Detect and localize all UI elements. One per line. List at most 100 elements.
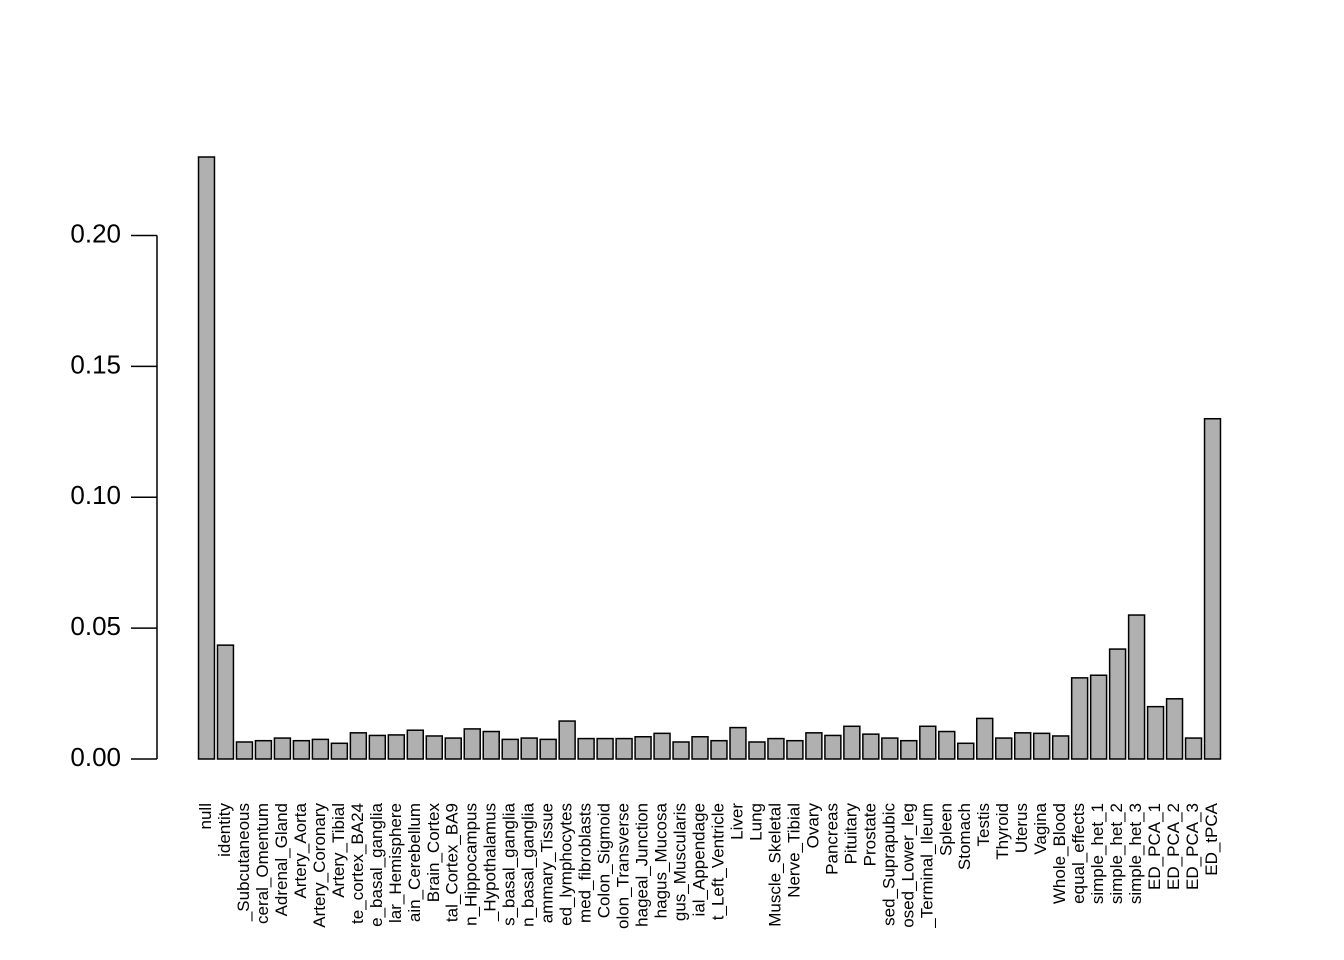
bar bbox=[482, 730, 500, 760]
x-tick-label: Prostate bbox=[860, 803, 879, 866]
bar bbox=[994, 737, 1013, 760]
bar bbox=[558, 720, 576, 760]
bar bbox=[387, 734, 406, 760]
bar bbox=[1165, 698, 1184, 760]
x-tick-label: simple_het_2 bbox=[1107, 803, 1126, 904]
x-tick-label: ammary_Tissue bbox=[538, 803, 557, 923]
bar bbox=[406, 729, 425, 760]
bar bbox=[235, 741, 254, 760]
y-tick-label: 0.20 bbox=[70, 218, 121, 248]
x-tick-label: Pituitary bbox=[841, 803, 860, 865]
x-tick-label: Ovary bbox=[803, 803, 822, 849]
bar bbox=[900, 739, 918, 760]
bar bbox=[957, 742, 975, 760]
x-tick-label: osed_Lower_leg bbox=[898, 803, 917, 928]
bar bbox=[748, 741, 766, 760]
x-tick-label: ED_tPCA bbox=[1202, 802, 1221, 875]
x-tick-label: Artery_Tibial bbox=[329, 803, 348, 898]
x-tick-label: sed_Suprapubic bbox=[879, 803, 898, 926]
x-tick-label: ial_Appendage bbox=[689, 803, 708, 916]
x-tick-label: ceral_Omentum bbox=[253, 803, 272, 924]
bar bbox=[710, 739, 728, 760]
bar bbox=[273, 737, 292, 760]
bar bbox=[1146, 705, 1165, 760]
bar bbox=[1203, 417, 1222, 760]
x-tick-label: Colon_Sigmoid bbox=[595, 803, 614, 918]
x-tick-label: Brain_Cortex bbox=[424, 803, 443, 903]
bar bbox=[1127, 614, 1146, 760]
bar bbox=[862, 733, 880, 760]
x-tick-label: Nerve_Tibial bbox=[784, 803, 803, 898]
x-tick-label: s_basal_ganglia bbox=[500, 802, 519, 925]
x-tick-label: te_cortex_BA24 bbox=[348, 803, 367, 924]
x-tick-label: _Subcutaneous bbox=[234, 803, 253, 922]
x-tick-label: t_Left_Ventricle bbox=[708, 803, 727, 920]
bar bbox=[1089, 674, 1108, 760]
x-tick-label: Vagina bbox=[1031, 802, 1050, 854]
x-tick-label: Uterus bbox=[1012, 803, 1031, 853]
x-tick-label: Whole_Blood bbox=[1050, 803, 1069, 904]
x-tick-label: Lung bbox=[746, 803, 765, 841]
x-tick-label: Pancreas bbox=[822, 803, 841, 875]
x-tick-label: n_Hippocampus bbox=[462, 803, 481, 926]
bar bbox=[1051, 735, 1070, 760]
bar bbox=[1184, 737, 1203, 760]
bar bbox=[539, 738, 557, 760]
x-tick-label: hageal_Junction bbox=[633, 803, 652, 927]
bar bbox=[444, 737, 462, 760]
x-tick-label: Liver bbox=[727, 803, 746, 840]
x-tick-label: gus_Muscularis bbox=[671, 803, 690, 921]
x-tick-label: Muscle_Skeletal bbox=[765, 803, 784, 927]
x-tick-label: lar_Hemisphere bbox=[386, 803, 405, 923]
bar bbox=[805, 732, 823, 760]
bar bbox=[653, 732, 671, 760]
y-tick-label: 0.10 bbox=[70, 480, 121, 510]
bar bbox=[368, 734, 387, 760]
bar bbox=[729, 726, 747, 760]
bar bbox=[843, 725, 861, 760]
x-tick-label: n_basal_ganglia bbox=[519, 802, 538, 926]
bar bbox=[292, 739, 311, 760]
x-tick-label: Stomach bbox=[955, 803, 974, 870]
bar bbox=[615, 737, 633, 760]
x-tick-label: ED_PCA_3 bbox=[1183, 803, 1202, 890]
x-tick-label: ain_Cerebellum bbox=[405, 803, 424, 922]
bar bbox=[767, 737, 785, 760]
bar bbox=[216, 644, 235, 760]
x-tick-label: ED_PCA_2 bbox=[1164, 803, 1183, 890]
bar bbox=[881, 737, 899, 760]
x-tick-label: olon_Transverse bbox=[614, 803, 633, 929]
bar bbox=[786, 739, 804, 760]
bar bbox=[596, 737, 614, 760]
bar bbox=[634, 736, 652, 760]
bar bbox=[349, 732, 368, 760]
bar bbox=[520, 737, 538, 760]
bar bbox=[976, 717, 994, 760]
x-tick-label: null bbox=[196, 803, 215, 829]
x-tick-label: equal_effects bbox=[1069, 803, 1088, 904]
bar bbox=[672, 741, 690, 760]
bar bbox=[919, 725, 937, 760]
x-tick-label: tal_Cortex_BA9 bbox=[443, 803, 462, 922]
y-tick-label: 0.05 bbox=[70, 611, 121, 641]
bar bbox=[1013, 732, 1032, 760]
x-tick-label: med_fibroblasts bbox=[576, 803, 595, 923]
bar bbox=[330, 742, 349, 760]
x-tick-label: Testis bbox=[974, 803, 993, 846]
x-tick-label: _Terminal_Ileum bbox=[917, 803, 936, 929]
x-tick-label: simple_het_1 bbox=[1088, 803, 1107, 904]
bar bbox=[1108, 648, 1127, 760]
bar bbox=[197, 156, 216, 760]
x-tick-label: _Hypothalamus bbox=[481, 803, 500, 922]
x-tick-label: ED_PCA_1 bbox=[1145, 803, 1164, 890]
bar bbox=[1070, 677, 1089, 760]
x-tick-label: Artery_Coronary bbox=[310, 803, 329, 928]
y-tick-label: 0.15 bbox=[70, 349, 121, 379]
y-tick-label: 0.00 bbox=[70, 742, 121, 772]
bar bbox=[501, 738, 519, 760]
x-tick-label: hagus_Mucosa bbox=[652, 802, 671, 918]
bar bbox=[1032, 732, 1051, 760]
bar bbox=[254, 739, 273, 760]
